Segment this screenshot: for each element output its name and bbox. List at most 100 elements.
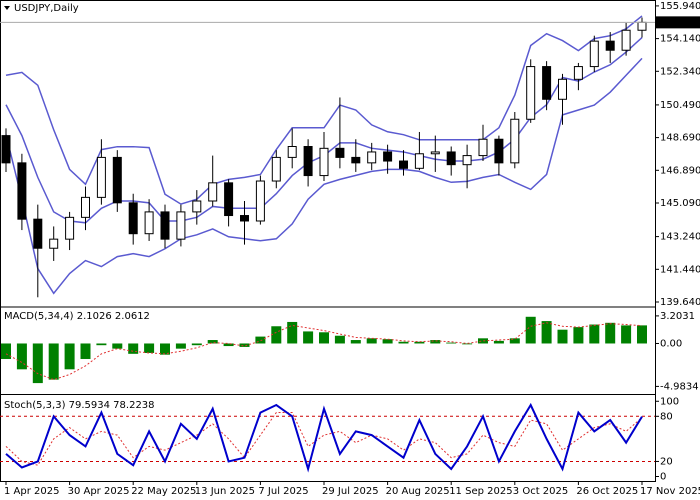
candle-body [478,138,488,157]
x-tick-label: 1 Apr 2025 [4,486,59,497]
macd-bar [191,343,202,346]
candle-body [81,196,90,218]
macd-signal [5,322,643,381]
macd-bar [175,343,186,349]
macd-bar [112,343,123,349]
candle-body [542,66,552,100]
macd-bar [32,343,43,384]
macd-bar [334,335,345,344]
x-tick-label: 13 Jun 2025 [195,486,255,497]
macd-bar [637,325,647,344]
candle-body [224,182,234,217]
macd-bar [446,342,457,344]
bollinger-band [5,15,643,205]
macd-bar [589,324,600,344]
y-tick-label: 20 [660,456,673,467]
candle-body [49,238,59,249]
y-tick-label: 148.690 [660,133,700,144]
candle-body [573,66,583,80]
candle-body [192,200,202,213]
indicator-title: Stoch(5,3,3) 79.5934 78.2238 [4,400,155,411]
macd-bar [319,332,329,344]
stoch-signal [5,412,643,466]
candle-body [303,146,313,177]
y-tick-label: 152.340 [660,66,700,77]
macd-bar [239,343,250,347]
macd-bar [160,343,170,355]
x-tick-label: 29 Jul 2025 [322,486,379,497]
candle-body [383,151,393,162]
plot-frame [0,0,656,482]
candle-body [17,162,27,220]
indicator-title: MACD(5,34,4) 2.1026 2.0612 [4,311,150,322]
candle-body [33,218,43,249]
macd-bar [573,327,584,344]
candle-body [112,156,122,204]
candle-body [605,40,615,51]
candle-body [255,180,265,222]
x-tick-label: 22 May 2025 [131,486,196,497]
macd-bar [223,343,234,347]
y-tick-label: 141.440 [660,264,700,275]
macd-bar [621,325,632,344]
candle-body [144,211,154,235]
candle-body [589,40,599,68]
candle-body [271,156,281,182]
chart-title: USDJPY,Daily [14,3,79,14]
macd-bar [462,343,473,345]
macd-bar [605,322,616,344]
candle-body [558,78,567,100]
y-tick-label: 150.490 [660,100,700,111]
macd-bar [493,340,504,344]
candle-body [510,118,520,164]
macd-bar [48,343,59,380]
y-tick-label: 146.890 [660,165,700,176]
candle-body [526,66,536,120]
macd-bar [557,329,568,344]
macd-bar [430,340,441,344]
candle-body [430,151,440,155]
x-tick-label: 7 Jul 2025 [258,486,308,497]
stoch-main [5,402,643,473]
macd-bar [398,341,409,344]
x-tick-label: 17 Nov 2025 [640,486,700,497]
macd-bar [16,343,27,370]
x-tick-label: 26 Oct 2025 [576,486,638,497]
y-tick-label: 0.00 [660,338,682,349]
candle-body [637,21,647,31]
macd-bar [478,338,488,344]
y-tick-label: 143.240 [660,232,700,243]
candle-body [399,160,408,169]
candle-body [367,151,377,164]
x-tick-label: 3 Oct 2025 [513,486,568,497]
y-tick-label: 100 [660,396,679,407]
macd-bar [509,338,520,344]
y-tick-label: 139.640 [660,297,700,308]
x-tick-label: 30 Apr 2025 [68,486,130,497]
last-price-box [656,16,700,29]
macd-bar [255,336,266,344]
macd-bar [271,326,282,344]
candle-body [176,211,186,240]
macd-bar [144,343,155,353]
candle-body [351,156,361,164]
candle-body [494,138,504,164]
x-tick-label: 11 Sep 2025 [449,486,512,497]
candle-body [240,215,249,222]
y-tick-label: 154.140 [660,34,700,45]
macd-bar [287,321,298,344]
candle-body [208,182,218,202]
candle-body [1,135,11,164]
candle-body [621,29,631,51]
macd-bar [207,340,218,344]
macd-bar [303,331,314,344]
macd-bar [525,316,536,344]
macd-bar [64,343,75,370]
y-tick-label: 3.2031 [660,311,695,322]
y-tick-label: -4.9834 [660,381,699,392]
candle-body [319,147,329,177]
candle-body [335,147,345,158]
macd-bar [1,343,11,359]
macd-bar [366,338,377,344]
